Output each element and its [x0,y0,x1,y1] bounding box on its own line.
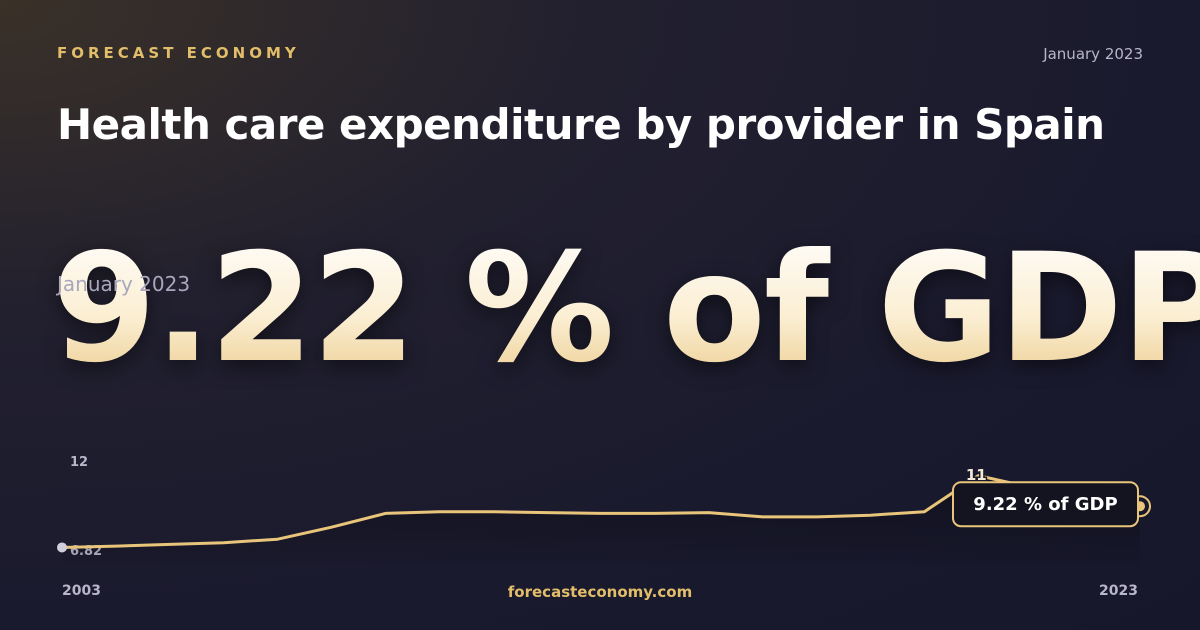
callout-box [952,481,1139,528]
x-tick-label: 2023 [1099,583,1138,599]
headline-date: January 2023 [57,272,191,296]
peak-label: 11 [966,466,987,484]
title: Health care expenditure by provider in S… [57,100,1105,149]
area [62,475,1140,565]
x-tick-label: 2003 [62,583,101,599]
y-tick-label: 12 [70,455,88,470]
callout-unit: % of GDP [1024,494,1118,515]
footer: forecasteconomy.com [507,583,693,601]
start-point [57,542,67,553]
brand: FORECAST ECONOMY [57,44,300,62]
date: January 2023 [1043,45,1143,63]
callout-label: 9.22 % of GDP [973,494,1117,515]
callout-value: 9.22 [973,494,1017,515]
